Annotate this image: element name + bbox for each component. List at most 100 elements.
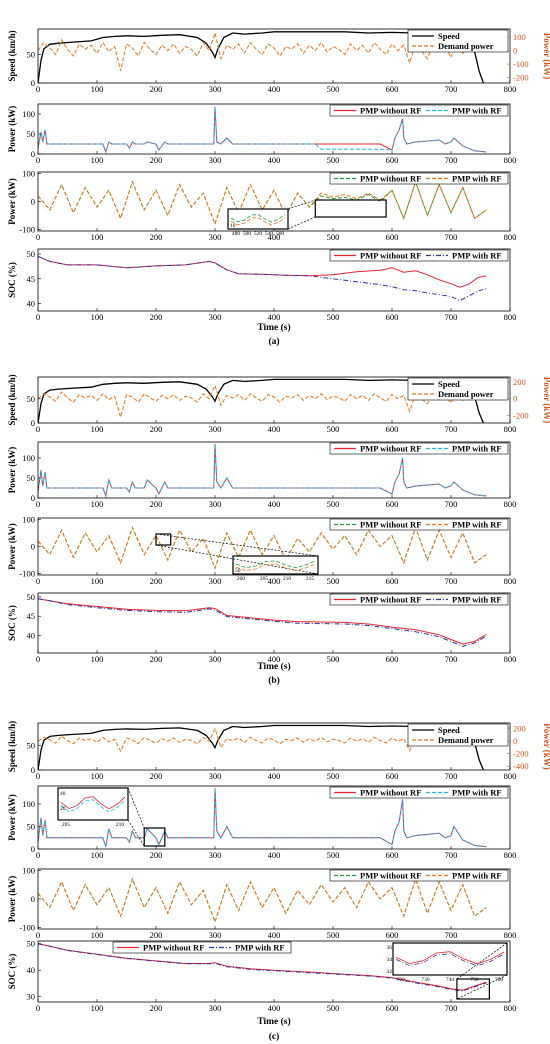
series-line-pmp-with-rf xyxy=(38,106,487,154)
legend-box xyxy=(329,172,509,185)
x-tick-label: 500 xyxy=(327,312,340,322)
series-line-pmp-with-rf xyxy=(38,180,487,226)
y-right-axis-label: Power (kW) xyxy=(542,377,550,424)
x-tick-label: 100 xyxy=(91,155,104,165)
chart-c-1: 0 100 200 300 400 500 600 700 800 0 50 200 0 -200 -400… xyxy=(7,721,550,781)
inset-x-tick-label: 720 xyxy=(397,977,406,983)
x-tick-label: 300 xyxy=(209,424,222,434)
legend-box xyxy=(329,786,509,799)
y-tick-label: 40 xyxy=(27,631,36,641)
y-tick-label: 100 xyxy=(22,865,35,875)
zoom-connector xyxy=(287,199,316,210)
x-tick-label: 200 xyxy=(150,771,163,781)
x-tick-label: 300 xyxy=(209,499,222,509)
y-right-tick-label: 0 xyxy=(513,736,517,746)
y-tick-label: -100 xyxy=(19,923,35,933)
chart-b-4: 0 100 200 300 400 500 600 700 800 40 45 50 SOC (%) PM… xyxy=(7,592,516,664)
x-tick-label: 600 xyxy=(386,654,399,664)
inset-x-tick-label: 520 xyxy=(254,231,263,237)
x-tick-label: 200 xyxy=(150,155,163,165)
x-tick-label: 100 xyxy=(91,312,104,322)
x-tick-label: 100 xyxy=(91,930,104,940)
y-right-tick-label: 200 xyxy=(513,724,526,734)
x-tick-label: 800 xyxy=(504,155,517,165)
legend-label: PMP without RF xyxy=(360,444,421,454)
inset-x-tick-label: 480 xyxy=(232,231,241,237)
x-tick-label: 500 xyxy=(327,1003,340,1013)
y-right-tick-label: -200 xyxy=(513,410,529,420)
x-tick-label: 0 xyxy=(36,84,40,94)
zoom-region-box xyxy=(314,199,387,218)
x-tick-label: 400 xyxy=(268,654,281,664)
inset-y-tick-label: 20 xyxy=(60,806,66,812)
x-tick-label: 100 xyxy=(91,850,104,860)
legend-label: PMP with RF xyxy=(452,595,502,605)
inset-x-tick-label: 750 xyxy=(470,977,479,983)
x-tick-label: 700 xyxy=(445,654,458,664)
x-tick-label: 800 xyxy=(504,850,517,860)
legend: PMP without RF PMP with RF xyxy=(112,941,292,954)
chart-b-1: 0 100 200 300 400 500 600 700 800 0 50 200 0 -200 Powe… xyxy=(7,374,550,434)
legend-label: PMP with RF xyxy=(452,106,502,116)
x-tick-label: 400 xyxy=(268,312,281,322)
legend: PMP without RF PMP with RF xyxy=(329,869,509,882)
x-tick-label: 0 xyxy=(36,424,40,434)
inset-x-tick-label: 210 xyxy=(283,576,292,582)
x-tick-label: 0 xyxy=(36,499,40,509)
panel-label: (a) xyxy=(268,336,279,347)
x-tick-label: 300 xyxy=(209,771,222,781)
y-tick-label: 100 xyxy=(22,168,35,178)
legend: PMP without RF PMP with RF xyxy=(329,249,509,262)
legend-label: PMP with RF xyxy=(452,174,502,184)
zoom-connector xyxy=(287,216,316,230)
legend-label: PMP without RF xyxy=(360,871,421,881)
y-tick-label: 100 xyxy=(22,514,35,524)
series-line-demand-power xyxy=(38,727,487,753)
y-axis-label: SOC (%) xyxy=(7,262,17,298)
x-tick-label: 0 xyxy=(36,771,40,781)
y-tick-label: 50 xyxy=(27,740,36,750)
x-tick-label: 300 xyxy=(209,576,222,586)
legend-label: PMP without RF xyxy=(143,943,204,953)
inset-x-tick-label: 205 xyxy=(62,822,71,828)
inset-box xyxy=(392,942,508,976)
x-tick-label: 200 xyxy=(150,576,163,586)
y-right-tick-label: -200 xyxy=(513,749,529,759)
x-tick-label: 600 xyxy=(386,576,399,586)
y-axis-label: Power (kW) xyxy=(7,523,17,570)
x-tick-label: 700 xyxy=(445,850,458,860)
inset-x-tick-label: 540 xyxy=(265,231,274,237)
x-tick-label: 0 xyxy=(36,576,40,586)
series-line-pmp-with-rf xyxy=(38,443,487,498)
x-axis-label: Time (s) xyxy=(257,1016,290,1027)
x-tick-label: 500 xyxy=(327,84,340,94)
x-tick-label: 200 xyxy=(150,499,163,509)
inset-y-tick-label: 10 xyxy=(230,223,236,229)
x-tick-label: 600 xyxy=(386,232,399,242)
x-tick-label: 400 xyxy=(268,499,281,509)
x-tick-label: 800 xyxy=(504,654,517,664)
legend: PMP without RF PMP with RF xyxy=(329,593,509,606)
series-line-pmp-without-rf xyxy=(38,255,487,288)
x-tick-label: 200 xyxy=(150,424,163,434)
x-axis-label: Time (s) xyxy=(257,322,290,333)
x-tick-label: 500 xyxy=(327,155,340,165)
inset-line xyxy=(60,796,126,810)
inset-y-tick-label: 34 xyxy=(387,957,393,963)
x-tick-label: 800 xyxy=(504,424,517,434)
series-line-pmp-without-rf xyxy=(38,877,487,924)
y-tick-label: 50 xyxy=(27,50,36,60)
chart-a-2: 0 100 200 300 400 500 600 700 800 0 50 100 Power (kW… xyxy=(7,103,517,165)
inset-x-tick-label: 205 xyxy=(260,576,269,582)
y-tick-label: 30 xyxy=(27,992,36,1002)
inset-line xyxy=(230,217,286,226)
x-tick-label: 700 xyxy=(445,232,458,242)
x-tick-label: 800 xyxy=(504,499,517,509)
legend-box xyxy=(329,249,509,262)
x-tick-label: 200 xyxy=(150,312,163,322)
